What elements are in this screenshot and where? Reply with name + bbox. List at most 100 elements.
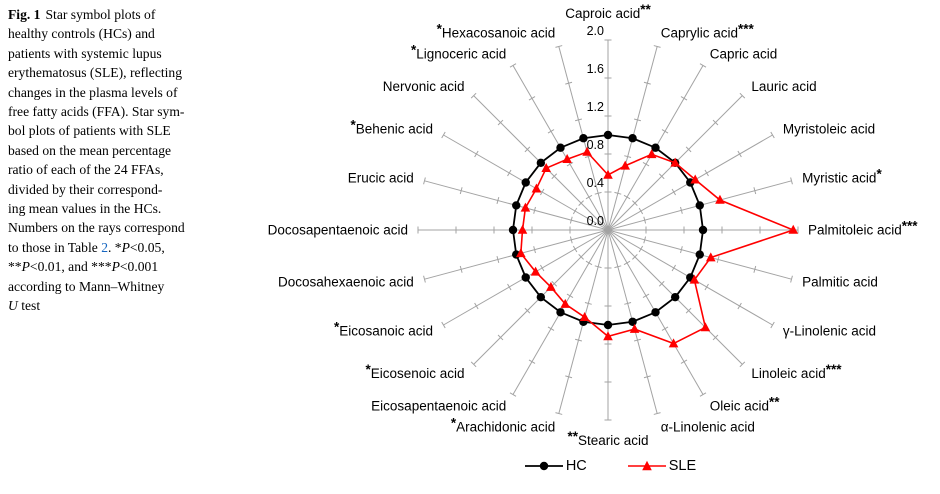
radar-tick — [566, 293, 574, 299]
radar-tick — [555, 412, 563, 415]
caption-text: <0.05, — [129, 239, 165, 255]
radar-tick — [585, 194, 593, 200]
sle-series-marker-icon — [627, 460, 666, 471]
radar-tick — [638, 245, 644, 253]
radar-tick — [642, 293, 650, 299]
axis-label: **Stearic acid — [567, 429, 648, 448]
radar-tick — [555, 45, 563, 48]
radar-tick — [594, 191, 602, 195]
radar-tick — [643, 216, 647, 224]
hc-marker — [670, 292, 680, 302]
radar-tick — [653, 45, 661, 48]
hc-legend-dot — [539, 461, 549, 471]
caption-text: test — [17, 298, 41, 314]
radar-tick — [680, 359, 688, 364]
hc-marker — [651, 308, 660, 317]
caption-line: Fig. 1 Star symbol plots of — [8, 5, 240, 24]
radar-tick — [680, 206, 683, 214]
radar-tick — [459, 265, 463, 273]
hc-marker — [651, 143, 660, 152]
sle-marker — [530, 266, 541, 276]
radar-tick — [658, 280, 665, 287]
caption-text: changes in the plasma levels of — [8, 84, 178, 100]
radar-tick — [770, 131, 775, 139]
sle-marker — [715, 194, 725, 204]
radar-tick — [423, 177, 426, 185]
radial-axis-value: 0.4 — [587, 176, 604, 190]
radar-tick — [739, 92, 746, 99]
sle-marker — [531, 183, 542, 193]
caption-line: according to Mann–Whitney — [8, 277, 240, 296]
radar-tick — [594, 265, 602, 269]
radar-tick — [572, 207, 578, 215]
radar-tick — [547, 326, 555, 331]
radar-tick — [643, 375, 651, 379]
axis-label: Myristic acid* — [802, 166, 882, 185]
radar-tick — [528, 359, 536, 364]
radar-tick — [658, 173, 665, 180]
radar-tick — [470, 92, 477, 99]
radar-tick — [566, 161, 574, 167]
sle-marker — [603, 169, 613, 179]
axis-label: Palmitic acid — [802, 275, 878, 290]
caption-text: . * — [107, 239, 122, 255]
caption-text: bol plots of patients with SLE — [8, 123, 171, 139]
axis-label: Caprylic acid*** — [661, 22, 755, 41]
radar-tick — [623, 194, 631, 200]
sle-marker — [689, 274, 700, 284]
sle-marker — [579, 311, 590, 321]
axis-label: *Behenic acid — [350, 118, 433, 137]
radar-tick — [507, 169, 512, 177]
radial-axis-value: 1.2 — [587, 100, 604, 114]
sle-marker — [788, 224, 799, 234]
radar-tick — [643, 236, 647, 244]
radar-tick — [470, 361, 477, 368]
sle-marker — [629, 323, 640, 333]
axis-label: *Lignoceric acid — [411, 42, 506, 61]
caption-text: ratio of each of the 24 FFAs, — [8, 162, 164, 178]
axis-label: Caproic acid** — [565, 2, 651, 21]
radar-tick — [643, 81, 651, 85]
axis-label: Lauric acid — [751, 79, 816, 94]
axis-label: *Arachidonic acid — [451, 415, 555, 434]
radar-tick — [623, 260, 631, 266]
radar-tick — [680, 96, 688, 101]
caption-text: based on the mean percentage — [8, 142, 172, 158]
table-2-link[interactable]: 2 — [101, 239, 108, 255]
radar-tick — [671, 264, 677, 272]
caption-text: P — [21, 259, 30, 275]
hc-marker — [695, 250, 704, 259]
sle-marker — [700, 322, 711, 332]
caption-line: ing mean values in the HCs. — [8, 199, 240, 218]
radar-tick — [459, 187, 463, 195]
radial-axis-value: 1.6 — [587, 62, 604, 76]
axis-label: Palmitoleic acid*** — [808, 219, 918, 238]
radar-tick — [569, 236, 573, 244]
axis-label: Linoleic acid*** — [751, 362, 842, 381]
sle-marker — [603, 331, 613, 341]
hc-marker — [698, 225, 708, 235]
radar-tick — [496, 196, 500, 205]
radial-axis-value: 0.0 — [587, 214, 604, 228]
hc-marker — [556, 308, 565, 317]
caption-text: P — [111, 259, 120, 275]
hc-marker — [695, 201, 704, 210]
sle-marker — [705, 252, 716, 262]
axis-label: *Hexacosanoic acid — [437, 22, 556, 41]
axis-label: α-Linolenic acid — [661, 419, 755, 434]
caption-text: Fig. 1 — [8, 7, 41, 22]
caption-text: ing mean values in the HCs. — [8, 201, 162, 217]
radar-tick — [638, 207, 644, 215]
radar-tick — [624, 302, 632, 305]
sle-marker — [668, 338, 679, 348]
hc-marker — [603, 130, 613, 140]
sle-marker — [541, 162, 551, 172]
sle-marker — [546, 281, 556, 291]
axis-label: Capric acid — [710, 46, 778, 61]
radar-tick — [685, 146, 692, 153]
legend-item-hc: HC — [524, 458, 587, 474]
radar-tick — [614, 191, 622, 195]
radar-tick — [699, 392, 707, 397]
legend-label-hc: HC — [565, 458, 587, 474]
